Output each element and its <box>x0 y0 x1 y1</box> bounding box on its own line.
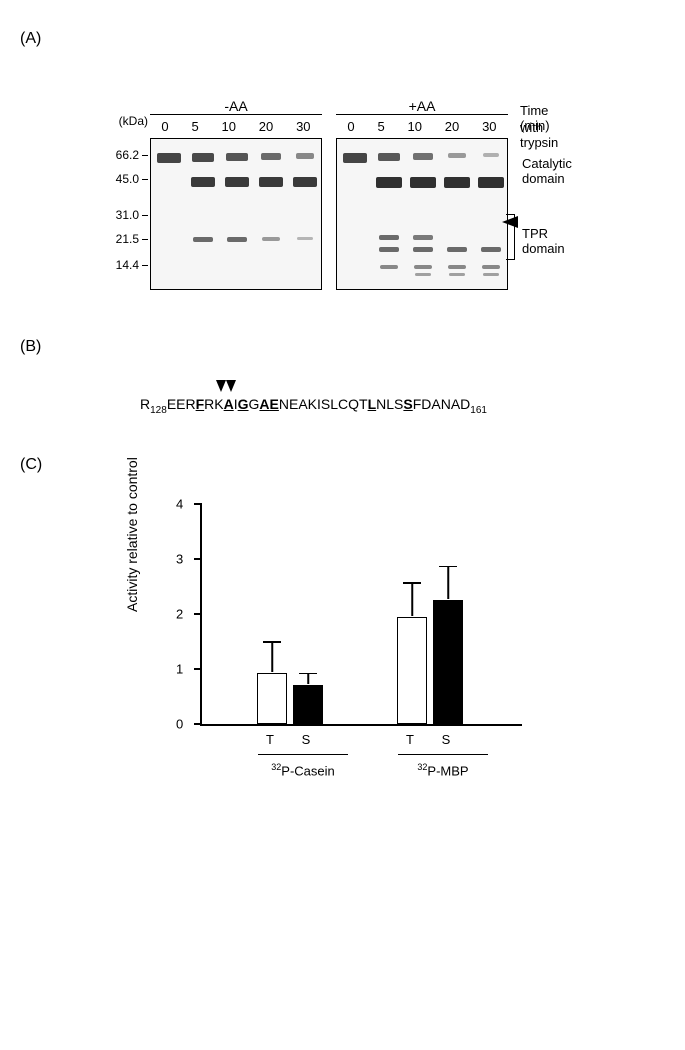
gel-band <box>379 247 399 252</box>
lane-label: 5 <box>191 119 198 134</box>
gel-band <box>481 247 501 252</box>
group-line <box>398 754 488 756</box>
gel-band <box>261 153 281 160</box>
marker-45.0: 45.0 <box>116 172 148 186</box>
gel-band <box>449 273 465 276</box>
bar-T <box>257 673 287 724</box>
x-tick-label: T <box>266 732 274 747</box>
gel-band <box>379 235 399 240</box>
time-label-2: with trypsin <box>520 120 558 150</box>
gel-band <box>376 177 402 188</box>
panel-a-container: (kDa) 66.245.031.021.514.4 -AA 05102030 … <box>90 68 665 298</box>
panel-c: (C) Activity relative to control 01234 T… <box>20 456 665 804</box>
y-tick-label: 4 <box>176 496 183 511</box>
lane-label: 10 <box>222 119 236 134</box>
y-tick-label: 1 <box>176 661 183 676</box>
gel-band <box>415 273 431 276</box>
group-label: 32P-MBP <box>417 762 468 778</box>
panel-a: (A) (kDa) 66.2 45.0 31.0 21.5 14.4 -AA 0 5 10 2… <box>20 30 665 298</box>
gel-band <box>413 235 433 240</box>
lane-label: 10 <box>408 119 422 134</box>
panel-c-container: Activity relative to control 01234 TSTS3… <box>140 494 560 804</box>
gel-band <box>447 247 467 252</box>
gel-band <box>262 237 280 241</box>
gel-band <box>413 247 433 252</box>
lane-label: 5 <box>377 119 384 134</box>
gel-band <box>293 177 317 187</box>
gel-lanes-right: 0 5 10 20 30 <box>336 119 508 134</box>
x-tick-label: S <box>302 732 311 747</box>
tpr-label: TPR domain <box>522 226 565 256</box>
gel-band <box>191 177 215 187</box>
y-tick <box>194 613 202 615</box>
panel-b-label: (B) <box>20 338 665 356</box>
cleavage-arrows <box>216 380 236 392</box>
gel-box-left <box>150 138 322 290</box>
y-tick-label: 0 <box>176 716 183 731</box>
lane-label: 30 <box>296 119 310 134</box>
marker-14.4: 14.4 <box>116 258 148 272</box>
catalytic-label: Catalytic domain <box>522 156 572 186</box>
lane-label: 0 <box>347 119 354 134</box>
gel-band <box>478 177 504 188</box>
chart-area: 01234 <box>200 504 522 726</box>
y-tick <box>194 558 202 560</box>
gel-band <box>226 153 248 161</box>
gel-band <box>343 153 367 163</box>
gel-band <box>413 153 433 160</box>
gel-band <box>483 153 499 157</box>
gel-band <box>444 177 470 188</box>
marker-66.2: 66.2 <box>116 148 148 162</box>
x-tick-label: T <box>406 732 414 747</box>
gel-band <box>192 153 214 162</box>
gel-band <box>259 177 283 187</box>
marker-31.0: 31.0 <box>116 208 148 222</box>
gel-band <box>448 265 466 269</box>
marker-21.5: 21.5 <box>116 232 148 246</box>
gel-box-right <box>336 138 508 290</box>
bar-S <box>433 600 463 724</box>
gel-header-right: +AA <box>336 98 508 115</box>
lane-label: 20 <box>445 119 459 134</box>
gel-band <box>380 265 398 269</box>
marker-unit: (kDa) <box>119 114 148 128</box>
x-tick-label: S <box>442 732 451 747</box>
group-label: 32P-Casein <box>271 762 334 778</box>
gel-band <box>227 237 247 242</box>
gel-band <box>297 237 313 240</box>
tpr-bracket <box>506 214 515 260</box>
gel-group-right: +AA 0 5 10 20 30 <box>336 98 508 290</box>
bar-S <box>293 685 323 724</box>
gel-band <box>448 153 466 158</box>
gel-band <box>296 153 314 159</box>
gel-band <box>157 153 181 163</box>
gel-band <box>193 237 213 242</box>
group-line <box>258 754 348 756</box>
gel-band <box>225 177 249 187</box>
lane-label: 0 <box>161 119 168 134</box>
y-tick-label: 3 <box>176 551 183 566</box>
gel-band <box>378 153 400 161</box>
lane-label: 30 <box>482 119 496 134</box>
panel-c-label: (C) <box>20 456 665 474</box>
y-tick-label: 2 <box>176 606 183 621</box>
sequence-text: R128EERFRKAIGGAENEAKISLCQTLNLSSFDANAD161 <box>140 396 665 416</box>
bar-T <box>397 617 427 724</box>
triangle-down-icon <box>226 380 236 392</box>
triangle-down-icon <box>216 380 226 392</box>
gel-band <box>483 273 499 276</box>
panel-b: (B) R128EERFRKAIGGAENEAKISLCQTLNLSSFDANA… <box>20 338 665 416</box>
y-tick <box>194 723 202 725</box>
lane-label: 20 <box>259 119 273 134</box>
y-axis-label: Activity relative to control <box>124 457 140 612</box>
gel-lanes-left: 0 5 10 20 30 <box>150 119 322 134</box>
gel-band <box>410 177 436 188</box>
gel-group-left: -AA 0 5 10 20 30 <box>150 98 322 290</box>
y-tick <box>194 503 202 505</box>
gel-band <box>482 265 500 269</box>
y-tick <box>194 668 202 670</box>
gel-header-left: -AA <box>150 98 322 115</box>
gel-band <box>414 265 432 269</box>
panel-a-label: (A) <box>20 30 665 48</box>
